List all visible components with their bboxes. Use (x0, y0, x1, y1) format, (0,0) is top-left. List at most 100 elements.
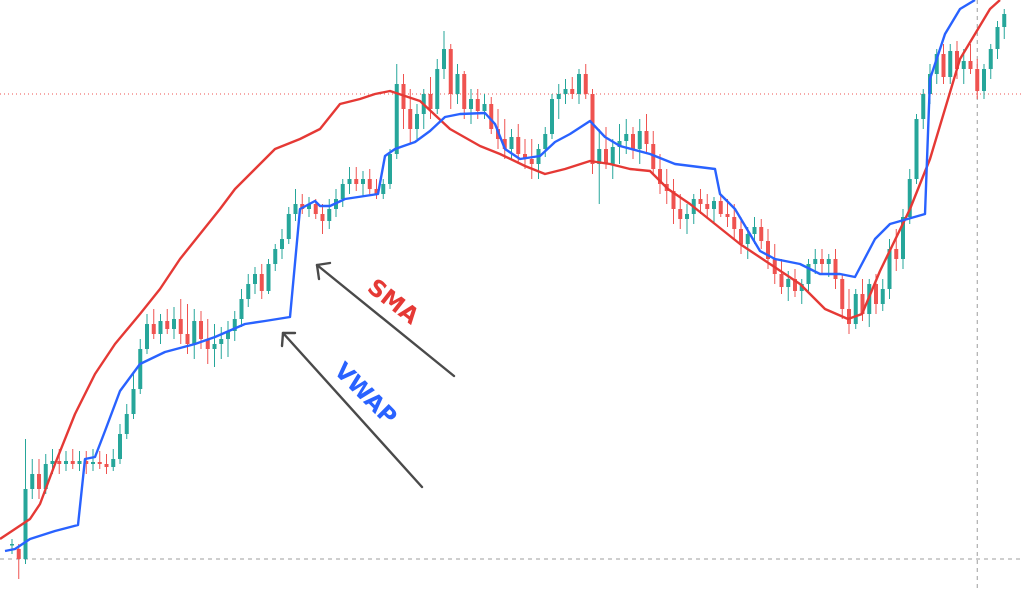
candle-body (833, 259, 838, 279)
candle-body (313, 204, 318, 214)
candle-body (570, 89, 575, 94)
candle-body (624, 134, 629, 141)
vwap-line (4, 0, 976, 553)
candle-body (482, 104, 487, 111)
candle-body (914, 119, 919, 179)
candle-body (718, 201, 723, 214)
sma-annotation-label: SMA (362, 274, 423, 330)
candle-body (921, 94, 926, 119)
candle-body (388, 154, 392, 184)
candle-body (543, 134, 548, 149)
candle-body (77, 461, 82, 464)
candle-body (759, 227, 764, 241)
candle-body (685, 214, 689, 219)
sma-line (0, 0, 1001, 540)
candle-body (70, 461, 75, 464)
candle-body (219, 339, 224, 344)
candle-body (354, 179, 359, 184)
candle-body (84, 461, 89, 464)
candle-body (604, 149, 608, 164)
candle-body (462, 74, 467, 109)
candle-body (469, 99, 473, 109)
candle-body (178, 319, 183, 334)
candle-body (64, 461, 68, 464)
candle-body (408, 109, 413, 129)
candle-body (415, 114, 419, 129)
candle-body (91, 462, 95, 464)
candle-body (10, 544, 14, 546)
candle-body (192, 321, 197, 344)
candle-body (428, 94, 433, 109)
candle-body (50, 461, 55, 464)
candle-body (1002, 14, 1007, 27)
candle-body (286, 214, 291, 239)
candle-body (840, 279, 845, 309)
candle-body (529, 159, 534, 164)
candle-body (745, 234, 750, 244)
candle-body (826, 259, 831, 264)
candle-body (347, 179, 352, 184)
candle-body (820, 259, 824, 264)
candle-body (172, 319, 176, 329)
candle-body (145, 324, 149, 349)
candle-body (887, 249, 892, 289)
candle-body (975, 69, 980, 91)
candle-body (907, 179, 912, 217)
candle-body (293, 204, 298, 214)
candle-body (874, 284, 878, 304)
candle-body (590, 94, 595, 164)
candle-body (988, 49, 993, 69)
candle-body (131, 389, 136, 414)
candle-body (739, 229, 743, 244)
candle-body (847, 309, 851, 324)
candle-body (138, 349, 143, 389)
sma-arrowhead (315, 261, 332, 281)
candle-body (23, 489, 28, 559)
candle-body (948, 51, 953, 77)
candle-body (374, 189, 379, 194)
candle-body (698, 199, 703, 204)
candle-body (732, 217, 737, 229)
candle-body (556, 94, 561, 99)
candle-body (239, 299, 244, 319)
candle-body (597, 149, 602, 164)
candle-body (671, 191, 676, 209)
candle-body (577, 74, 581, 94)
candles (10, 9, 1007, 579)
candle-body (799, 284, 804, 291)
candle-body (678, 209, 683, 219)
candle-body (151, 324, 156, 334)
candle-body (489, 104, 494, 129)
candle-body (509, 137, 514, 149)
candle-body (381, 184, 386, 194)
candle-body (273, 249, 278, 264)
candle-body (712, 201, 716, 209)
candle-body (955, 51, 959, 69)
candle-body (961, 61, 966, 69)
candle-body (340, 184, 345, 199)
candle-body (226, 331, 230, 339)
candle-body (995, 27, 1000, 49)
candle-body (57, 461, 62, 464)
candle-body (165, 321, 170, 329)
candle-body (779, 274, 784, 287)
candle-body (725, 214, 730, 217)
candle-body (111, 459, 116, 467)
candle-body (860, 294, 865, 314)
candle-body (644, 131, 649, 144)
candle-body (901, 217, 905, 259)
candle-body (523, 154, 527, 159)
candle-body (982, 69, 986, 91)
candle-body (104, 464, 109, 467)
candle-body (705, 204, 710, 209)
candle-body (246, 284, 251, 299)
candle-body (394, 84, 399, 154)
candle-body (455, 74, 460, 94)
candle-body (610, 147, 615, 164)
candle-body (813, 259, 818, 264)
candle-body (941, 54, 946, 77)
candle-body (259, 274, 264, 291)
sma-arrow (315, 263, 456, 378)
candle-body (367, 179, 372, 189)
